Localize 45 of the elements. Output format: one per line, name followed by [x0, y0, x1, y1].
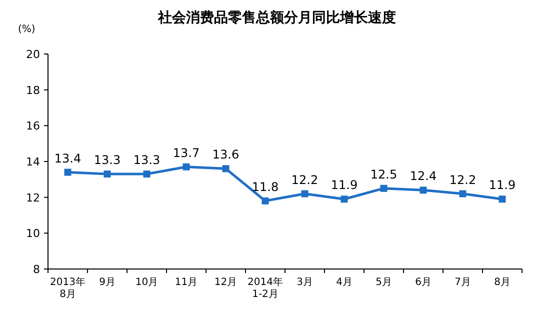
point — [380, 184, 388, 192]
data-label: 12.2 — [449, 172, 476, 187]
data-label: 13.3 — [94, 153, 121, 168]
point — [143, 170, 150, 178]
data-label: 13.6 — [212, 148, 240, 162]
data-label: 12.2 — [291, 172, 318, 187]
y-tick-label: 16 — [26, 120, 40, 133]
x-tick-label: 12月 — [214, 277, 238, 288]
data-label: 13.3 — [133, 153, 160, 168]
data-label: 11.8 — [252, 180, 279, 194]
point — [420, 186, 427, 194]
x-tick-label: 5月 — [376, 277, 392, 288]
y-tick-label: 10 — [26, 227, 40, 240]
x-tick-label: 3月 — [296, 277, 313, 288]
point — [262, 197, 269, 204]
point — [182, 163, 190, 170]
x-tick-label: 6月 — [415, 277, 432, 288]
y-tick-label: 8 — [33, 263, 40, 276]
point — [340, 196, 348, 203]
point — [498, 196, 506, 203]
y-tick-label: 14 — [26, 156, 40, 168]
data-label: 12.4 — [410, 169, 437, 184]
x-tick-label: 8月 — [494, 277, 510, 288]
y-tick-label: 18 — [26, 84, 40, 97]
y-tick-label: 12 — [26, 191, 40, 204]
point — [222, 165, 230, 172]
data-label: 13.7 — [172, 146, 200, 160]
y-axis-title: (%) — [18, 24, 36, 35]
x-tick-label: 4月 — [336, 277, 352, 288]
data-label: 11.9 — [488, 178, 516, 192]
y-tick-label: 20 — [26, 48, 40, 61]
x-tick-label: 2014年 1-2月 — [248, 276, 283, 300]
data-label: 13.4 — [54, 151, 82, 166]
data-label: 11.9 — [330, 178, 358, 192]
point — [301, 190, 308, 198]
x-tick-label: 2013年 8月 — [50, 276, 86, 300]
point — [64, 168, 72, 176]
data-label: 12.5 — [370, 167, 398, 182]
x-tick-label: 7月 — [454, 277, 471, 288]
x-tick-label: 9月 — [99, 277, 116, 288]
chart-title: 社会消费品零售总额分月同比增长速度 — [157, 9, 396, 26]
x-tick-label: 11月 — [174, 277, 198, 288]
point — [104, 170, 111, 178]
point — [459, 190, 466, 198]
x-tick-label: 10月 — [135, 277, 158, 288]
